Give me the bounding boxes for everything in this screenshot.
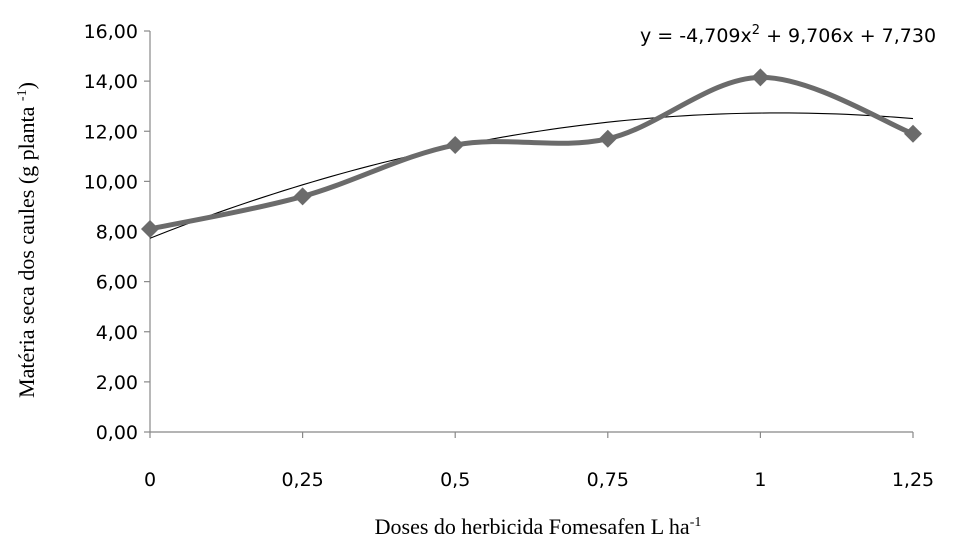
x-axis-title: Doses do herbicida Fomesafen L ha-1 <box>375 514 702 539</box>
x-tick-label: 1,25 <box>892 469 934 491</box>
data-point-marker <box>598 129 617 148</box>
y-tick-label: 2,00 <box>96 372 138 394</box>
data-point-marker <box>293 187 312 206</box>
y-axis: 0,00 2,00 4,00 6,00 8,00 10,00 12,00 14,00 16,00 <box>84 21 151 444</box>
x-tick-label: 0,75 <box>587 469 629 491</box>
data-series-line <box>147 74 916 232</box>
y-tick-label: 14,00 <box>84 71 138 93</box>
trendline-curve <box>149 112 914 239</box>
x-tick-label: 1 <box>754 469 766 491</box>
data-markers <box>141 68 922 238</box>
data-point-marker <box>904 124 922 143</box>
y-tick-label: 4,00 <box>96 322 138 344</box>
x-tick-label: 0,5 <box>440 469 470 491</box>
y-tick-label: 6,00 <box>96 272 138 294</box>
data-point-marker <box>141 219 159 238</box>
x-axis: 0 0,25 0,5 0,75 1 1,25 <box>144 431 934 491</box>
y-tick-label: 10,00 <box>84 171 138 193</box>
trendline-equation: y = -4,709x2 + 9,706x + 7,730 <box>640 23 936 47</box>
y-tick-label: 0,00 <box>96 422 138 444</box>
y-axis-title: Matéria seca dos caules (g planta -1) <box>14 82 39 398</box>
x-tick-label: 0,25 <box>281 469 323 491</box>
y-tick-label: 12,00 <box>84 121 138 143</box>
y-tick-group: 0,00 2,00 4,00 6,00 8,00 10,00 12,00 14,00 16,00 <box>84 21 150 444</box>
data-point-marker <box>751 68 770 87</box>
x-tick-group: 0 0,25 0,5 0,75 1 1,25 <box>144 432 934 491</box>
data-point-marker <box>446 136 465 155</box>
x-tick-label: 0 <box>144 469 156 491</box>
y-tick-label: 16,00 <box>84 21 138 43</box>
y-tick-label: 8,00 <box>96 222 138 244</box>
